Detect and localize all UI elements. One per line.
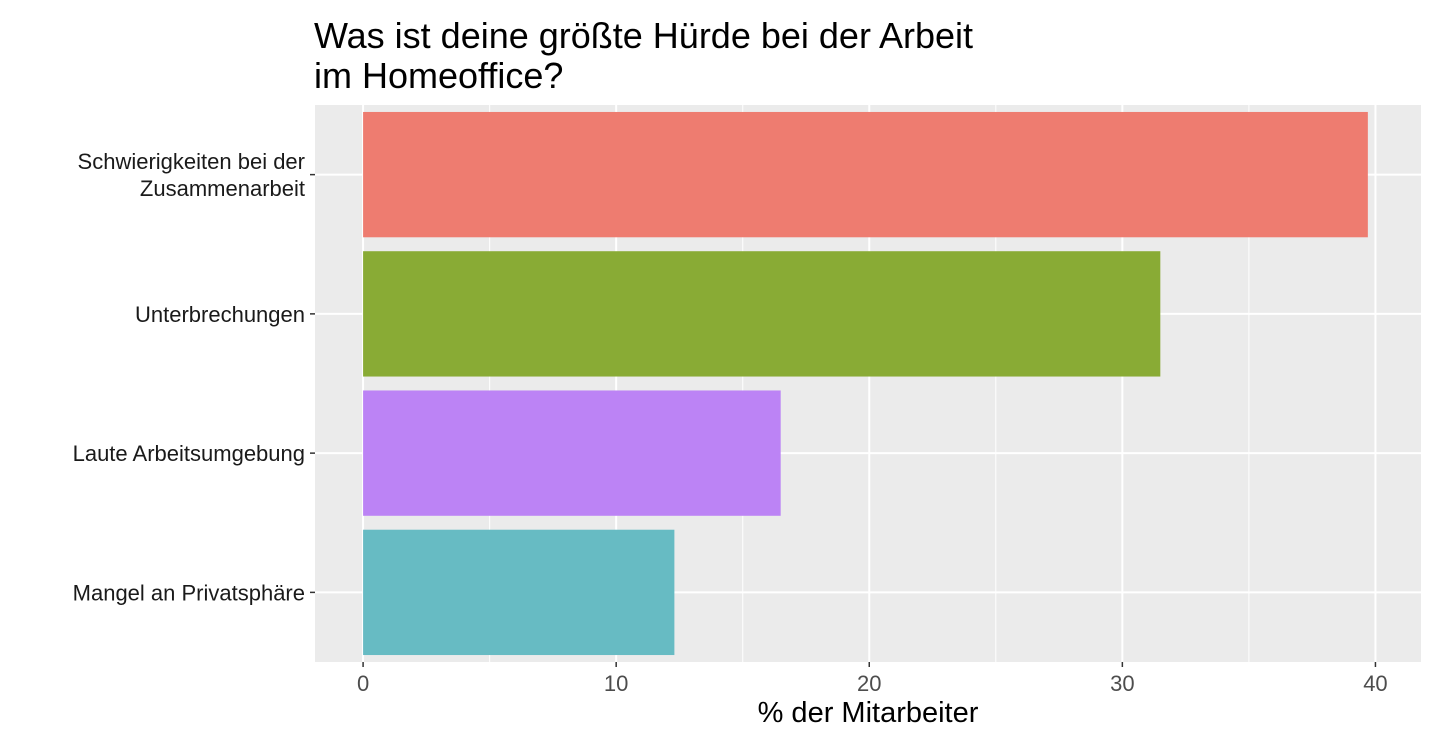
x-tick-label: 0 [357, 671, 369, 696]
x-axis-title: % der Mitarbeiter [758, 697, 979, 729]
category-label: Unterbrechungen [135, 302, 305, 327]
bar [363, 251, 1161, 377]
category-label: Mangel an Privatsphäre [73, 580, 305, 605]
bars [363, 111, 1368, 656]
category-label: Laute Arbeitsumgebung [73, 441, 305, 466]
category-label-line: Laute Arbeitsumgebung [73, 441, 305, 466]
x-tick-label: 40 [1363, 671, 1387, 696]
x-axis: 0 10 20 30 40 [357, 662, 1388, 696]
bar [363, 390, 781, 516]
category-label-line: Zusammenarbeit [140, 176, 305, 201]
category-label-line: Schwierigkeiten bei der [78, 149, 305, 174]
x-tick-label: 20 [857, 671, 881, 696]
y-axis: Schwierigkeiten bei der Zusammenarbeit Unt… [73, 149, 315, 605]
chart-title-line-2: im Homeoffice? [314, 55, 563, 96]
bar [363, 529, 675, 656]
bar [363, 111, 1368, 238]
category-label-line: Unterbrechungen [135, 302, 305, 327]
chart-title-line-1: Was ist deine größte Hürde bei der Arbei… [314, 15, 973, 56]
category-label-line: Mangel an Privatsphäre [73, 580, 305, 605]
category-label: Schwierigkeiten bei der Zusammenarbeit [78, 149, 305, 201]
x-tick-label: 30 [1110, 671, 1134, 696]
chart-title: Was ist deine größte Hürde bei der Arbei… [314, 15, 983, 96]
x-tick-label: 10 [604, 671, 628, 696]
